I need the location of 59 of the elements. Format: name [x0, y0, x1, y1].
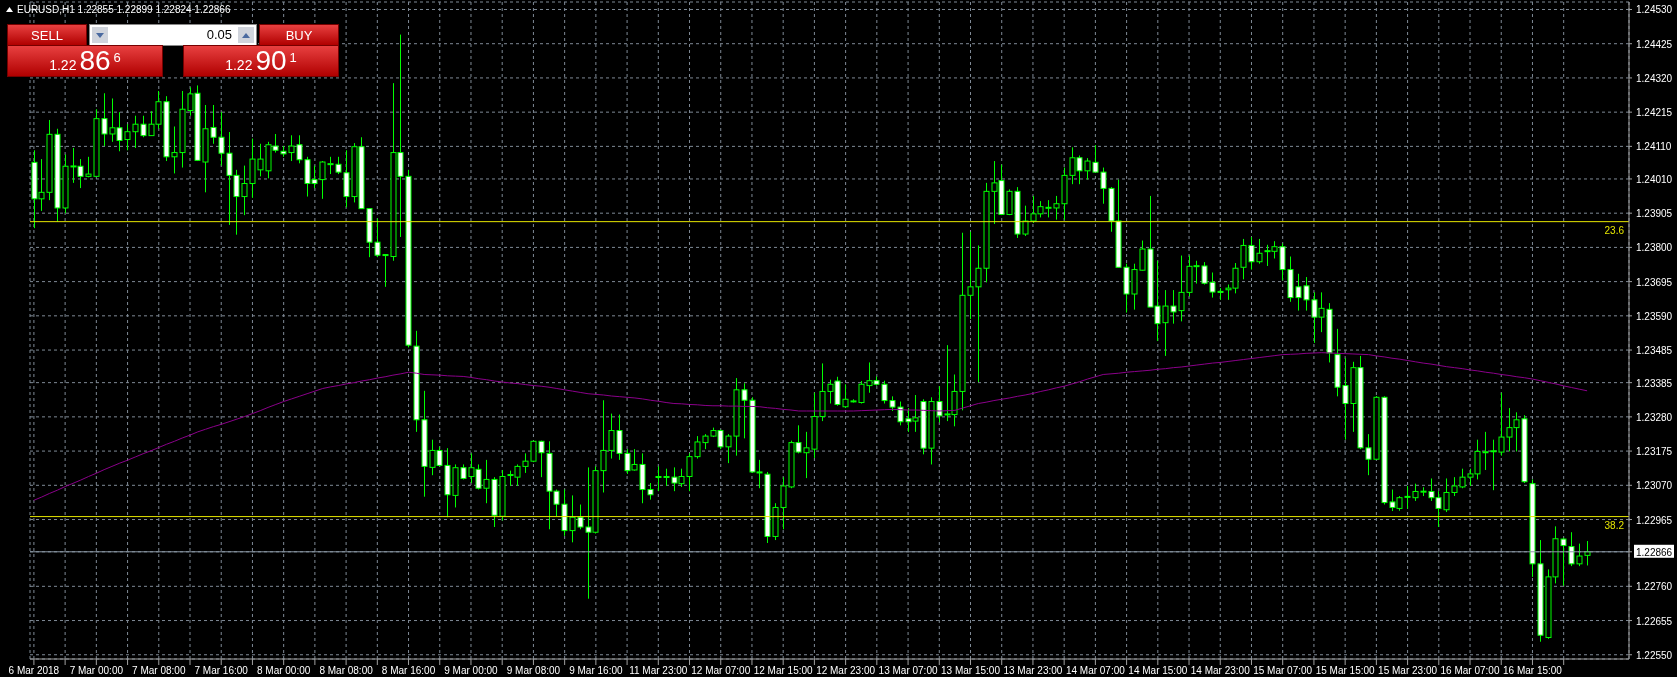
annotation: 1.22 — [49, 57, 77, 73]
x-tick-label: 14 Mar 15:00 — [1128, 665, 1188, 677]
x-tick-label: 8 Mar 08:00 — [319, 665, 374, 677]
y-tick-label: 1.23695 — [1636, 276, 1673, 288]
x-tick-label: 13 Mar 23:00 — [1003, 665, 1063, 677]
x-tick-label: 12 Mar 23:00 — [816, 665, 876, 677]
y-tick-label: 1.24215 — [1636, 107, 1673, 119]
y-tick-label: 1.24425 — [1636, 38, 1673, 50]
y-tick-label: 1.23800 — [1636, 242, 1673, 254]
x-tick-label: 12 Mar 07:00 — [691, 665, 751, 677]
y-tick-label: 1.23485 — [1636, 345, 1673, 357]
buy-button: BUY — [259, 24, 339, 46]
annotation: 6 — [113, 49, 121, 65]
volume-field: 0.05 — [89, 24, 257, 46]
x-tick-label: 15 Mar 07:00 — [1253, 665, 1313, 677]
y-tick-label: 1.22760 — [1636, 581, 1673, 593]
x-tick-label: 15 Mar 15:00 — [1315, 665, 1376, 677]
annotation: 1 — [289, 49, 297, 65]
x-tick-label: 14 Mar 07:00 — [1065, 665, 1126, 677]
y-tick-label: 1.24010 — [1636, 173, 1673, 185]
x-tick-label: 13 Mar 15:00 — [941, 665, 1001, 677]
x-tick-label: 12 Mar 15:00 — [753, 665, 814, 677]
y-tick-label: 1.23070 — [1636, 480, 1673, 492]
x-tick-label: 9 Mar 08:00 — [506, 665, 561, 677]
annotation: 38.2 — [1604, 519, 1625, 531]
y-tick-label: 1.23280 — [1636, 411, 1673, 423]
x-tick-label: 9 Mar 16:00 — [569, 665, 623, 677]
x-tick-label: 9 Mar 00:00 — [444, 665, 499, 677]
annotation: 0.05 — [206, 27, 232, 42]
x-tick-label: 6 Mar 2018 — [8, 665, 60, 677]
y-tick-label: 1.24110 — [1636, 141, 1672, 153]
y-tick-label: 1.22655 — [1636, 615, 1673, 627]
sell-button: SELL — [7, 24, 87, 46]
x-tick-label: 13 Mar 07:00 — [878, 665, 938, 677]
x-tick-label: 7 Mar 00:00 — [69, 665, 124, 677]
x-tick-label: 7 Mar 16:00 — [194, 665, 249, 677]
y-tick-label: 1.22550 — [1636, 649, 1673, 661]
y-tick-label: 1.22866 — [1636, 546, 1673, 558]
chart-title: EURUSD,H1 1.22855 1.22899 1.22824 1.22866 — [17, 4, 231, 15]
annotation: 23.6 — [1604, 224, 1625, 236]
x-tick-label: 16 Mar 07:00 — [1440, 665, 1500, 677]
annotation: 86 — [79, 45, 111, 77]
x-tick-label: 8 Mar 00:00 — [256, 665, 311, 677]
x-tick-label: 7 Mar 08:00 — [132, 665, 186, 677]
line-series — [33, 352, 1588, 501]
y-tick-label: 1.23590 — [1636, 310, 1673, 322]
y-tick-label: 1.24530 — [1636, 4, 1673, 16]
x-tick-label: 8 Mar 16:00 — [381, 665, 436, 677]
y-tick-label: 1.23175 — [1636, 446, 1673, 458]
y-tick-label: 1.24320 — [1636, 72, 1673, 84]
y-tick-label: 1.23385 — [1636, 377, 1673, 389]
y-tick-label: 1.22965 — [1636, 514, 1673, 526]
x-tick-label: 15 Mar 23:00 — [1378, 665, 1438, 677]
x-tick-label: 11 Mar 23:00 — [629, 665, 688, 677]
x-tick-label: 16 Mar 15:00 — [1502, 665, 1563, 677]
annotation: 90 — [255, 45, 287, 77]
annotation: 1.22 — [225, 57, 253, 73]
y-tick-label: 1.23905 — [1636, 208, 1673, 220]
x-tick-label: 14 Mar 23:00 — [1190, 665, 1251, 677]
